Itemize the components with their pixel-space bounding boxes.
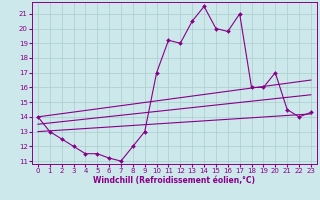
X-axis label: Windchill (Refroidissement éolien,°C): Windchill (Refroidissement éolien,°C) [93,176,255,185]
